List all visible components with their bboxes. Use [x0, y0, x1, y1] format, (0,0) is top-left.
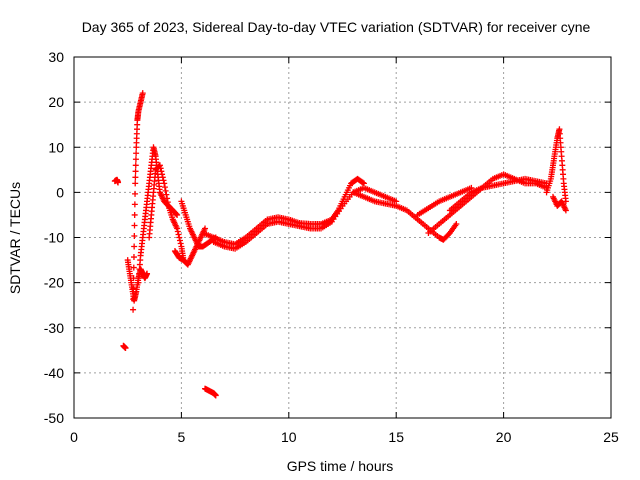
data-point — [156, 162, 163, 169]
data-point — [158, 168, 165, 175]
data-point — [157, 165, 164, 172]
data-point — [130, 296, 137, 303]
y-tick-label: 0 — [56, 184, 64, 200]
series-s16 — [543, 126, 569, 205]
series-s6 — [146, 162, 187, 264]
data-point — [130, 275, 137, 282]
y-tick-label: 30 — [48, 49, 64, 65]
data-point — [562, 207, 569, 214]
data-point — [161, 180, 168, 187]
x-tick-label: 10 — [281, 429, 297, 445]
data-point — [160, 177, 167, 184]
data-point — [131, 222, 138, 229]
series-s4 — [130, 90, 146, 313]
data-point — [133, 150, 140, 157]
y-tick-label: 10 — [48, 139, 64, 155]
x-tick-label: 0 — [70, 429, 78, 445]
data-point — [115, 179, 122, 186]
x-tick-label: 15 — [388, 429, 404, 445]
data-point — [175, 231, 182, 238]
x-tick-label: 20 — [496, 429, 512, 445]
y-axis-label: SDTVAR / TECUs — [7, 182, 23, 294]
data-point — [132, 190, 139, 197]
data-point — [161, 184, 168, 191]
y-tick-label: -50 — [44, 410, 64, 426]
y-axis: 30 20 10 0 -10 -20 -30 -40 -50 — [44, 49, 611, 426]
data-point — [144, 270, 151, 277]
series-s8 — [178, 198, 219, 250]
data-point — [212, 392, 219, 399]
data-point — [130, 264, 137, 271]
x-axis-label: GPS time / hours — [287, 458, 394, 474]
data-point — [130, 285, 137, 292]
data-point — [164, 199, 171, 206]
data-point — [132, 162, 139, 169]
data-point — [130, 306, 137, 313]
data-point — [159, 174, 166, 181]
series-s2 — [120, 342, 129, 352]
data-point — [202, 225, 209, 232]
data-point — [164, 195, 171, 202]
y-tick-label: -20 — [44, 275, 64, 291]
y-tick-label: -10 — [44, 230, 64, 246]
y-tick-label: -30 — [44, 320, 64, 336]
data-point — [131, 243, 138, 250]
data-point — [176, 234, 183, 241]
data-point — [159, 171, 166, 178]
data-point — [122, 345, 129, 352]
data-point — [131, 232, 138, 239]
data-point — [176, 237, 183, 244]
data-points — [111, 90, 569, 399]
series-s1 — [111, 176, 122, 186]
data-point — [132, 174, 139, 181]
series-s9 — [202, 385, 219, 399]
data-point — [163, 191, 170, 198]
x-tick-label: 25 — [603, 429, 619, 445]
data-point — [131, 211, 138, 218]
data-point — [453, 220, 460, 227]
y-tick-label: 20 — [48, 94, 64, 110]
data-point — [130, 254, 137, 261]
data-point — [131, 201, 138, 208]
x-axis: 0 5 10 15 20 25 — [70, 57, 619, 445]
data-point — [139, 90, 146, 97]
data-point — [173, 211, 180, 218]
data-point — [132, 168, 139, 175]
x-tick-label: 5 — [178, 429, 186, 445]
data-point — [174, 228, 181, 235]
data-point — [132, 180, 139, 187]
data-point — [177, 240, 184, 247]
series-s14 — [414, 184, 475, 218]
grid — [74, 57, 611, 418]
data-point — [174, 225, 181, 232]
y-tick-label: -40 — [44, 365, 64, 381]
series-s11 — [210, 184, 400, 252]
series-s17 — [550, 193, 569, 214]
data-point — [162, 187, 169, 194]
data-point — [132, 156, 139, 163]
data-point — [359, 179, 366, 186]
chart-title: Day 365 of 2023, Sidereal Day-to-day VTE… — [82, 19, 591, 35]
series-s15 — [446, 175, 550, 214]
data-point — [174, 211, 181, 218]
